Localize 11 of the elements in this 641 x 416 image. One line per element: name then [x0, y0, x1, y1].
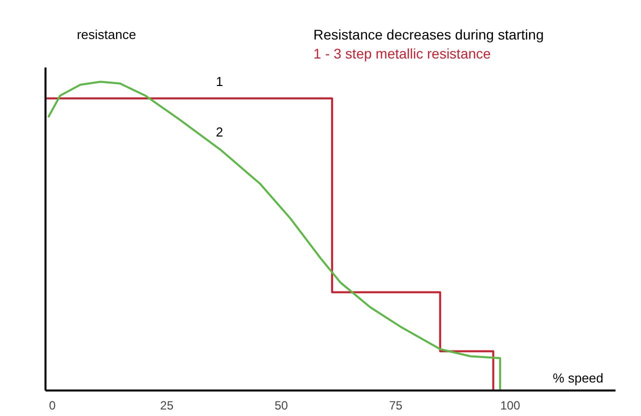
annotation: 1	[216, 74, 224, 89]
x-tick-label: 75	[389, 398, 403, 412]
x-axis-title: % speed	[552, 370, 604, 386]
annotation: 2	[216, 124, 224, 140]
x-tick-label: 100	[500, 398, 521, 412]
y-axis-title: resistance	[76, 26, 136, 42]
text: 1 - 3 step metallic resistance	[313, 45, 492, 62]
x-tick-label: 25	[160, 398, 174, 412]
x-tick-label: 50	[274, 398, 288, 412]
chart-title: Resistance decreases during starting	[313, 26, 544, 42]
x-tick-label: 0	[49, 398, 56, 412]
